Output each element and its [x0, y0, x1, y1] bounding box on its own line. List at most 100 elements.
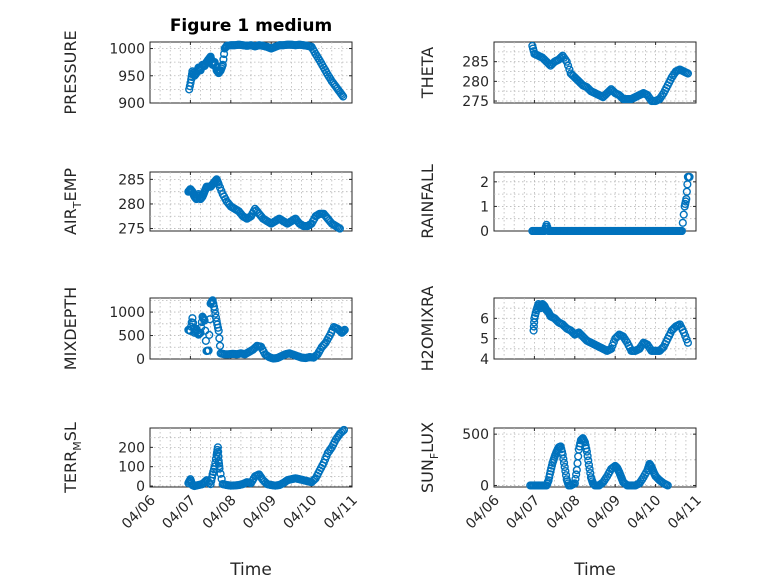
y-axis-label: SUNFLUX [418, 422, 441, 493]
y-axis-label: AIRTEMP [61, 168, 84, 235]
x-tick-label: 04/06 [463, 492, 503, 532]
data-point [583, 451, 592, 461]
y-tick-label: 500 [462, 427, 489, 443]
data-point [337, 90, 347, 100]
data-point [559, 454, 568, 463]
y-tick-label: 0 [480, 224, 489, 240]
x-tick-label: 04/10 [281, 493, 321, 533]
y-tick-label: 285 [462, 55, 489, 71]
data-point [339, 425, 349, 435]
data-point [213, 323, 223, 332]
data-point [215, 464, 224, 473]
panel-mixdepth: 0 500 1000 MIXDEPTH [61, 287, 353, 370]
figure-title: Figure 1 medium [170, 16, 332, 36]
data-point [218, 60, 227, 69]
data-point [561, 466, 570, 476]
y-tick-label: 275 [118, 222, 145, 238]
data-point [559, 458, 569, 467]
data-point [340, 325, 349, 335]
data-point [214, 326, 223, 335]
panel-rainfall: 0 1 2 RAINFALL [418, 164, 697, 240]
y-axis-label: PRESSURE [61, 30, 80, 114]
y-tick-label: 285 [118, 172, 145, 188]
data-point [529, 326, 538, 335]
data-point [570, 479, 579, 488]
x-tick-label: 04/07 [159, 493, 199, 533]
data-point [683, 338, 693, 347]
data-point [562, 57, 571, 66]
data-point [663, 481, 672, 490]
data-point [582, 447, 592, 456]
data-point [204, 346, 213, 355]
y-axis-label: MIXDEPTH [61, 287, 80, 370]
series-markers [184, 425, 349, 491]
data-point [201, 326, 210, 335]
data-point [585, 464, 594, 474]
series-markers [184, 175, 344, 233]
y-tick-label: 950 [118, 69, 145, 85]
panel-terr-msl: 0 100 200 TERRMSL 04/06 04/07 04/08 04/09 04/10 0… [61, 422, 361, 580]
data-point [215, 334, 224, 343]
y-tick-label: 100 [118, 460, 145, 476]
panel-sun-flux: 0 500 SUNFLUX 04/06 04/07 04/08 04/09 04/10 04/1… [418, 422, 705, 580]
x-tick-label: 04/08 [200, 493, 240, 533]
y-tick-label: 1 [480, 199, 489, 215]
data-point [188, 314, 197, 323]
y-tick-label: 900 [118, 96, 145, 112]
data-point [207, 473, 217, 482]
data-point [683, 69, 693, 78]
data-point [201, 336, 210, 345]
panel-h2omixra: 4 5 6 H2OMIXRA [418, 286, 697, 371]
data-point [339, 326, 348, 335]
data-point [582, 444, 591, 453]
data-point [219, 55, 228, 64]
y-tick-label: 4 [480, 352, 489, 368]
data-point [677, 226, 686, 235]
y-tick-label: 2 [480, 175, 489, 191]
panel-theta: 275 280 285 THETA [418, 41, 697, 110]
series-markers [184, 296, 349, 363]
y-tick-label: 280 [118, 197, 145, 213]
series-markers [185, 40, 348, 101]
data-point [215, 341, 225, 350]
data-point [679, 210, 688, 219]
data-point [200, 316, 209, 325]
data-point [571, 474, 580, 484]
y-tick-label: 1000 [109, 305, 145, 321]
x-tick-label: 04/09 [240, 493, 280, 533]
data-point [529, 322, 538, 331]
y-axis-label: TERRMSL [61, 422, 84, 494]
x-tick-label: 04/06 [119, 492, 159, 532]
x-tick-label: 04/09 [584, 493, 624, 533]
y-tick-label: 500 [118, 329, 145, 345]
y-tick-label: 0 [480, 478, 489, 494]
panel-pressure: 900 950 1000 PRESSURE [61, 30, 353, 115]
series-markers [528, 41, 693, 106]
data-point [213, 443, 222, 452]
data-point [188, 318, 198, 328]
data-point [545, 470, 554, 479]
data-point [584, 460, 594, 470]
x-tick-label: 04/07 [503, 493, 543, 533]
data-point [560, 462, 569, 472]
data-point [563, 61, 573, 70]
panel-air-temp: 275 280 285 AIRTEMP [61, 168, 353, 238]
y-tick-label: 275 [462, 94, 489, 110]
y-tick-label: 200 [118, 440, 145, 456]
x-tick-label: 04/11 [665, 493, 705, 533]
y-tick-label: 0 [136, 479, 145, 495]
y-axis-label: RAINFALL [418, 164, 437, 239]
x-tick-label: 04/11 [321, 493, 361, 533]
data-point [216, 469, 225, 478]
data-point [196, 328, 205, 337]
y-tick-label: 5 [480, 332, 489, 348]
data-point [210, 305, 219, 314]
data-point [338, 427, 347, 436]
data-point [339, 92, 348, 101]
y-tick-label: 6 [480, 311, 489, 327]
series-markers [526, 434, 672, 490]
data-point [214, 447, 223, 456]
data-point [584, 456, 593, 465]
